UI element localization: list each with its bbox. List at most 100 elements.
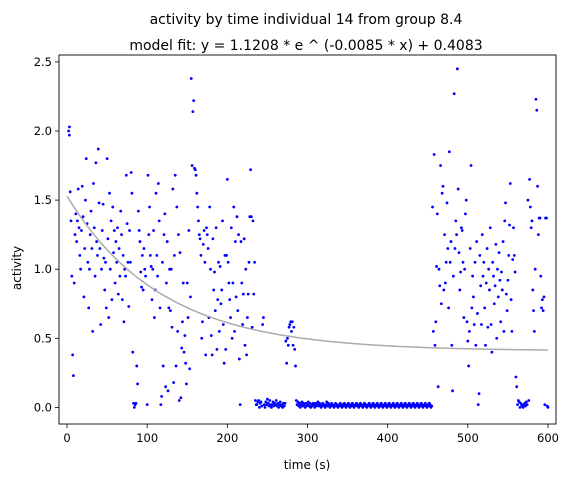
data-point <box>242 293 245 296</box>
data-point <box>89 233 92 236</box>
data-point <box>299 406 302 409</box>
data-point <box>109 268 112 271</box>
data-point <box>82 295 85 298</box>
data-point <box>442 185 445 188</box>
data-point <box>115 240 118 243</box>
data-point <box>108 192 111 195</box>
data-point <box>234 240 237 243</box>
data-point <box>107 237 110 240</box>
data-point <box>455 233 458 236</box>
data-point <box>488 289 491 292</box>
data-point <box>147 174 150 177</box>
data-point <box>495 337 498 340</box>
data-point <box>176 330 179 333</box>
data-point <box>480 323 483 326</box>
data-point <box>116 226 119 229</box>
data-point <box>223 362 226 365</box>
data-point <box>507 279 510 282</box>
data-point <box>258 406 261 409</box>
data-point <box>511 330 514 333</box>
data-point <box>408 402 411 405</box>
data-point <box>199 237 202 240</box>
data-point <box>324 406 327 409</box>
data-point <box>534 268 537 271</box>
data-point <box>481 233 484 236</box>
data-point <box>510 298 513 301</box>
data-point <box>174 174 177 177</box>
data-point <box>465 199 468 202</box>
data-point <box>241 323 244 326</box>
data-point <box>147 233 150 236</box>
data-point <box>83 247 86 250</box>
data-point <box>141 254 144 257</box>
data-point <box>201 320 204 323</box>
data-point <box>531 219 534 222</box>
data-point <box>184 362 187 365</box>
data-point <box>227 261 230 264</box>
data-point <box>161 261 164 264</box>
data-point <box>293 348 296 351</box>
data-point <box>151 268 154 271</box>
data-point <box>470 307 473 310</box>
data-point <box>263 403 266 406</box>
data-point <box>233 330 236 333</box>
data-point <box>142 289 145 292</box>
data-point <box>202 243 205 246</box>
data-point <box>537 233 540 236</box>
data-point <box>85 157 88 160</box>
data-point <box>148 206 151 209</box>
data-point <box>257 399 260 402</box>
data-point <box>221 219 224 222</box>
data-point <box>199 254 202 257</box>
data-point <box>400 402 403 405</box>
data-point <box>124 275 127 278</box>
data-point <box>180 347 183 350</box>
data-point <box>125 174 128 177</box>
data-point <box>483 307 486 310</box>
y-axis-label: activity <box>10 246 24 290</box>
data-point <box>508 224 511 227</box>
data-point <box>474 344 477 347</box>
data-point <box>539 275 542 278</box>
data-point <box>458 251 461 254</box>
data-point <box>532 309 535 312</box>
data-point <box>175 206 178 209</box>
data-point <box>119 275 122 278</box>
data-point <box>191 164 194 167</box>
data-point <box>123 320 126 323</box>
data-point <box>152 229 155 232</box>
data-point <box>468 330 471 333</box>
data-point <box>482 261 485 264</box>
data-point <box>206 233 209 236</box>
data-point <box>450 344 453 347</box>
data-point <box>384 402 387 405</box>
data-point <box>170 268 173 271</box>
y-tick-label: 0.0 <box>34 400 52 414</box>
data-point <box>462 316 465 319</box>
data-point <box>471 275 474 278</box>
data-point <box>189 295 192 298</box>
data-point <box>453 92 456 95</box>
y-tick-label: 2.5 <box>34 55 52 69</box>
data-point <box>287 344 290 347</box>
data-point <box>527 199 530 202</box>
data-point <box>210 334 213 337</box>
data-point <box>505 293 508 296</box>
data-point <box>165 282 168 285</box>
data-point <box>539 217 542 220</box>
data-point <box>149 254 152 257</box>
data-point <box>277 406 280 409</box>
data-point <box>113 229 116 232</box>
data-point <box>91 330 94 333</box>
data-point <box>500 271 503 274</box>
data-point <box>498 251 501 254</box>
data-point <box>513 254 516 257</box>
data-point <box>78 254 81 257</box>
data-point <box>102 257 105 260</box>
data-point <box>143 247 146 250</box>
data-point <box>275 399 278 402</box>
data-point <box>490 323 493 326</box>
data-point <box>122 254 125 257</box>
data-point <box>98 201 101 204</box>
data-point <box>485 282 488 285</box>
